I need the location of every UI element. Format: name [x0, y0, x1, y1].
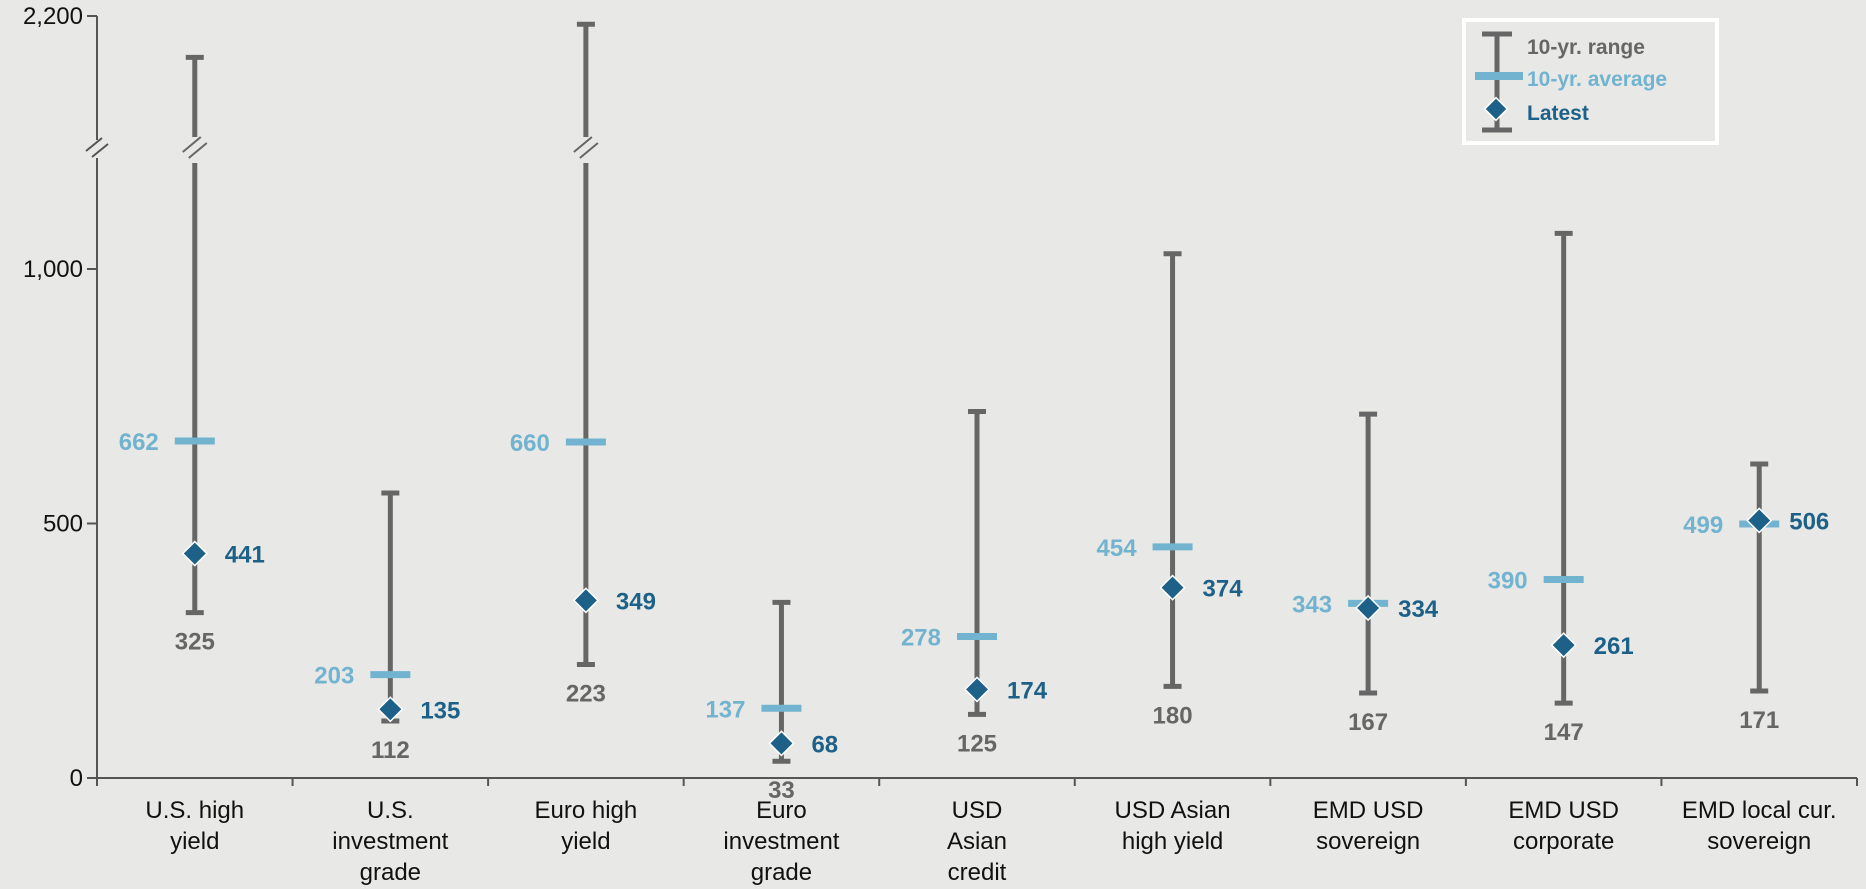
- average-value-label: 499: [1683, 512, 1723, 539]
- latest-value-label: 441: [225, 542, 265, 569]
- average-value-label: 137: [705, 696, 745, 723]
- x-category-label-line: credit: [948, 859, 1007, 886]
- chart-marks: 325 662 441 112 203 135 223 660 349 33 137 68 125 278…: [119, 21, 1829, 804]
- x-category-label-line: Euro: [756, 797, 807, 824]
- range-break-mark: [573, 136, 593, 153]
- x-category-label-line: EMD local cur.: [1682, 797, 1837, 824]
- latest-marker: [1159, 574, 1186, 601]
- latest-value-label: 506: [1789, 508, 1829, 535]
- average-value-label: 343: [1292, 591, 1332, 618]
- x-category-label-line: sovereign: [1707, 828, 1811, 855]
- legend-label-average: 10-yr. average: [1527, 68, 1667, 91]
- latest-marker: [1550, 632, 1577, 659]
- latest-value-label: 374: [1203, 576, 1244, 603]
- x-category-label: Euro high yield: [535, 797, 638, 855]
- legend-box: [1462, 18, 1719, 145]
- latest-marker: [572, 587, 599, 614]
- latest-marker: [963, 676, 991, 703]
- latest-value-label: 261: [1594, 633, 1634, 660]
- x-category-label-line: USD Asian: [1115, 797, 1231, 824]
- latest-marker: [377, 696, 404, 723]
- latest-marker: [768, 730, 795, 757]
- low-value-label: 325: [175, 629, 215, 656]
- latest-value-label: 174: [1007, 677, 1048, 704]
- x-category-label-line: U.S.: [367, 797, 414, 824]
- latest-marker: [1746, 507, 1773, 534]
- x-category-label-line: investment: [723, 828, 839, 855]
- x-category-label-line: corporate: [1513, 828, 1614, 855]
- range-break-mark: [188, 142, 208, 159]
- x-category-label-line: high yield: [1122, 828, 1223, 855]
- y-tick-label: 0: [70, 765, 83, 792]
- x-category-label: EMD USD sovereign: [1313, 797, 1424, 855]
- x-category-label-line: grade: [751, 859, 812, 886]
- x-category-label-line: Euro high: [535, 797, 638, 824]
- average-value-label: 203: [314, 663, 354, 690]
- y-tick-label: 1,000: [23, 256, 83, 283]
- x-category-label-line: USD: [952, 797, 1003, 824]
- x-category-label-line: grade: [360, 859, 421, 886]
- x-category-label-line: EMD USD: [1313, 797, 1424, 824]
- x-category-label-line: U.S. high: [145, 797, 244, 824]
- range-break-mark: [182, 136, 202, 153]
- x-category-label-line: EMD USD: [1508, 797, 1619, 824]
- legend-label-range: 10-yr. range: [1527, 36, 1645, 59]
- low-value-label: 112: [371, 737, 410, 764]
- latest-marker: [1355, 594, 1382, 622]
- x-category-label: USD Asian credit: [947, 797, 1007, 886]
- x-category-label-line: sovereign: [1316, 828, 1420, 855]
- average-value-label: 662: [119, 429, 159, 456]
- latest-value-label: 349: [616, 588, 656, 615]
- range-break-mark: [579, 142, 599, 159]
- x-category-label: Euro investment grade: [723, 797, 839, 886]
- low-value-label: 167: [1348, 709, 1388, 736]
- x-category-label: EMD USD corporate: [1508, 797, 1619, 855]
- average-value-label: 278: [901, 624, 941, 651]
- average-value-label: 454: [1097, 535, 1138, 562]
- low-value-label: 223: [566, 680, 606, 707]
- latest-value-label: 334: [1398, 596, 1439, 623]
- average-value-label: 390: [1488, 567, 1528, 594]
- x-category-label: U.S. investment grade: [332, 797, 448, 886]
- axes: 0 500 1,000 2,200 U.S. high yield U.S. investme…: [23, 3, 1858, 886]
- y-axis-break-mark: [91, 143, 109, 158]
- average-value-label: 660: [510, 430, 550, 457]
- x-category-label: EMD local cur. sovereign: [1682, 797, 1837, 855]
- low-value-label: 171: [1739, 707, 1779, 734]
- legend: 10-yr. range 10-yr. average Latest: [1462, 18, 1719, 145]
- x-category-label-line: Asian: [947, 828, 1007, 855]
- low-value-label: 147: [1544, 719, 1584, 746]
- latest-value-label: 135: [420, 697, 460, 724]
- x-category-label-line: investment: [332, 828, 448, 855]
- y-axis-break-mark: [85, 137, 103, 152]
- y-tick-label: 2,200: [23, 3, 83, 30]
- low-value-label: 180: [1153, 702, 1193, 729]
- x-category-label: U.S. high yield: [145, 797, 244, 855]
- legend-latest-symbol: [1483, 96, 1509, 122]
- x-category-label-line: yield: [170, 828, 219, 855]
- low-value-label: 33: [768, 777, 795, 804]
- x-category-label: USD Asian high yield: [1115, 797, 1231, 855]
- legend-label-latest: Latest: [1527, 102, 1589, 125]
- latest-marker: [181, 540, 208, 567]
- x-category-label-line: yield: [561, 828, 610, 855]
- y-tick-label: 500: [43, 511, 83, 538]
- low-value-label: 125: [957, 730, 997, 757]
- latest-value-label: 68: [811, 731, 838, 758]
